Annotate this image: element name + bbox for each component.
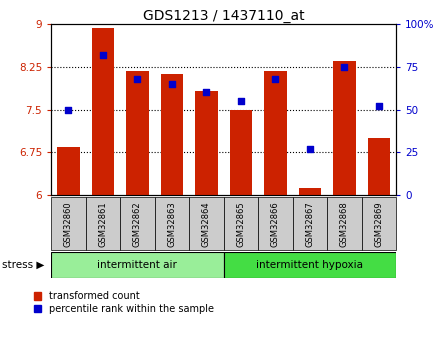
Text: GSM32861: GSM32861: [98, 201, 107, 247]
Bar: [161, 74, 183, 195]
Text: GSM32860: GSM32860: [64, 201, 73, 247]
Point: [203, 90, 210, 95]
Text: GSM32862: GSM32862: [133, 201, 142, 247]
Bar: [224, 252, 396, 278]
Bar: [362, 197, 396, 250]
Text: GSM32863: GSM32863: [167, 201, 176, 247]
Text: intermittent hypoxia: intermittent hypoxia: [256, 260, 363, 270]
Bar: [293, 197, 327, 250]
Text: GSM32867: GSM32867: [305, 201, 314, 247]
Bar: [51, 252, 224, 278]
Point: [65, 107, 72, 112]
Point: [341, 64, 348, 70]
Bar: [224, 197, 258, 250]
Bar: [195, 91, 218, 195]
Text: intermittent air: intermittent air: [97, 260, 177, 270]
Bar: [327, 197, 362, 250]
Title: GDS1213 / 1437110_at: GDS1213 / 1437110_at: [143, 9, 304, 23]
Text: GSM32864: GSM32864: [202, 201, 211, 247]
Bar: [86, 197, 120, 250]
Point: [272, 76, 279, 81]
Bar: [264, 71, 287, 195]
Point: [306, 146, 313, 151]
Bar: [120, 197, 155, 250]
Point: [237, 98, 244, 104]
Bar: [299, 188, 321, 195]
Bar: [333, 61, 356, 195]
Point: [134, 76, 141, 81]
Bar: [57, 147, 80, 195]
Text: GSM32865: GSM32865: [236, 201, 245, 247]
Bar: [258, 197, 293, 250]
Legend: transformed count, percentile rank within the sample: transformed count, percentile rank withi…: [32, 289, 216, 316]
Point: [375, 104, 382, 109]
Point: [99, 52, 106, 58]
Text: GSM32869: GSM32869: [374, 201, 383, 247]
Bar: [51, 197, 85, 250]
Bar: [92, 28, 114, 195]
Bar: [155, 197, 189, 250]
Bar: [230, 110, 252, 195]
Bar: [189, 197, 224, 250]
Bar: [126, 71, 149, 195]
Bar: [368, 138, 390, 195]
Point: [168, 81, 175, 87]
Text: GSM32868: GSM32868: [340, 201, 349, 247]
Text: stress ▶: stress ▶: [2, 260, 44, 270]
Text: GSM32866: GSM32866: [271, 201, 280, 247]
